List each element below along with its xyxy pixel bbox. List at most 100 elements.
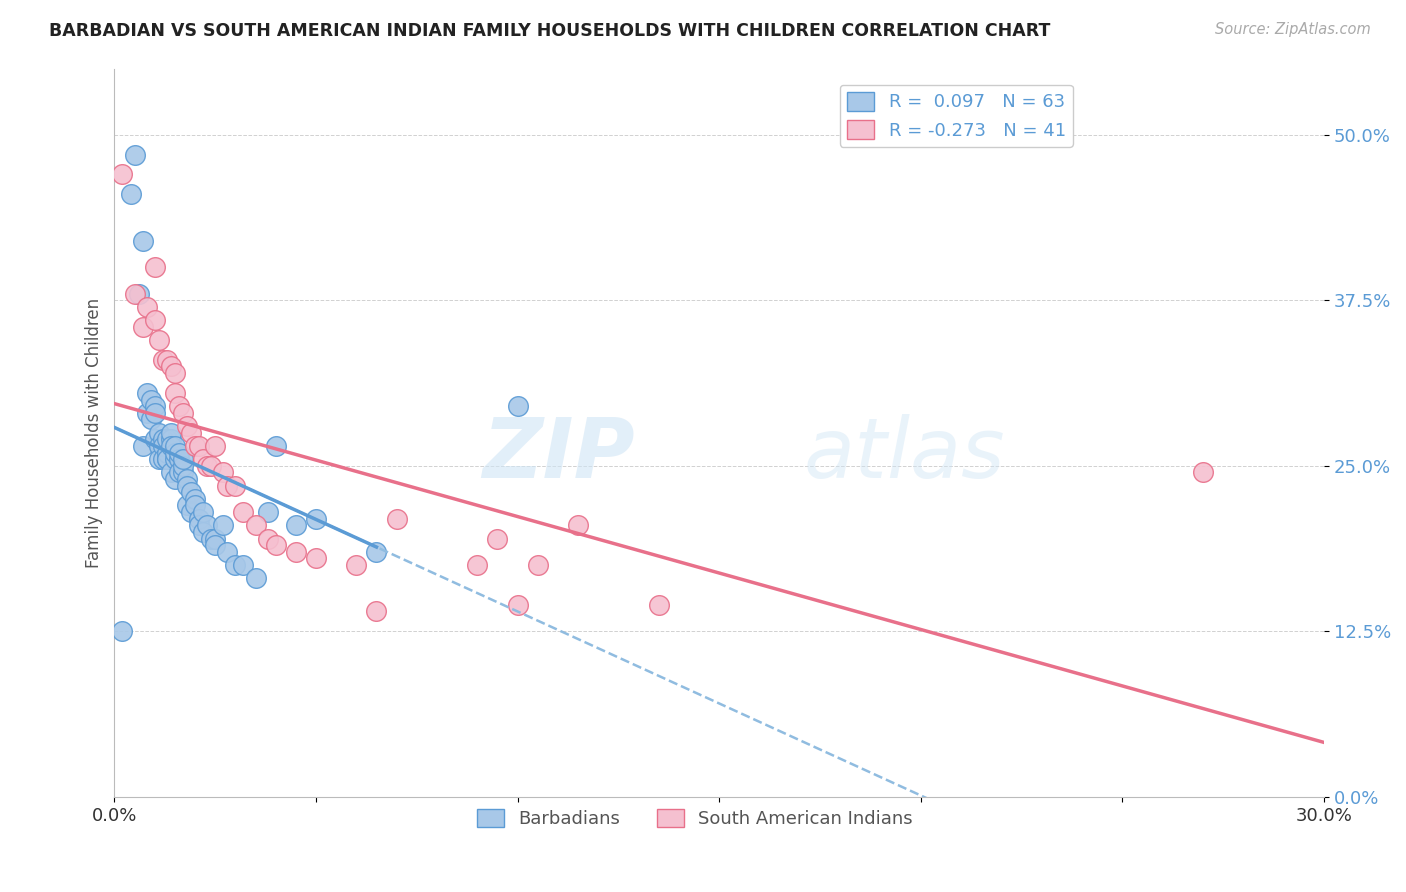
Point <box>212 466 235 480</box>
Point <box>131 439 153 453</box>
Point <box>465 558 488 572</box>
Point <box>1192 466 1215 480</box>
Point <box>135 386 157 401</box>
Point <box>111 168 134 182</box>
Point <box>486 532 509 546</box>
Point <box>143 432 166 446</box>
Point <box>167 452 190 467</box>
Point <box>160 432 183 446</box>
Point <box>172 406 194 420</box>
Point <box>212 518 235 533</box>
Text: Source: ZipAtlas.com: Source: ZipAtlas.com <box>1215 22 1371 37</box>
Point <box>647 598 669 612</box>
Point <box>191 505 214 519</box>
Point <box>148 439 170 453</box>
Point <box>366 545 388 559</box>
Point <box>567 518 589 533</box>
Point <box>204 538 226 552</box>
Point <box>148 452 170 467</box>
Point <box>152 352 174 367</box>
Point <box>124 147 146 161</box>
Point <box>256 505 278 519</box>
Point <box>167 399 190 413</box>
Point <box>139 412 162 426</box>
Point <box>135 300 157 314</box>
Point <box>264 439 287 453</box>
Point <box>124 286 146 301</box>
Point <box>160 425 183 440</box>
Point <box>143 313 166 327</box>
Point <box>195 458 218 473</box>
Point <box>148 333 170 347</box>
Legend: Barbadians, South American Indians: Barbadians, South American Indians <box>470 801 920 835</box>
Point <box>191 524 214 539</box>
Point <box>143 399 166 413</box>
Point <box>163 366 186 380</box>
Point <box>245 571 267 585</box>
Point <box>163 386 186 401</box>
Point <box>160 359 183 374</box>
Point <box>200 532 222 546</box>
Point <box>200 458 222 473</box>
Point <box>188 439 211 453</box>
Point <box>160 466 183 480</box>
Point <box>152 432 174 446</box>
Point <box>163 472 186 486</box>
Point <box>156 452 179 467</box>
Point <box>163 439 186 453</box>
Point <box>176 472 198 486</box>
Point <box>195 518 218 533</box>
Point <box>180 425 202 440</box>
Point <box>256 532 278 546</box>
Point <box>156 445 179 459</box>
Point <box>163 452 186 467</box>
Point <box>128 286 150 301</box>
Point <box>526 558 548 572</box>
Point <box>184 491 207 506</box>
Point <box>131 234 153 248</box>
Point <box>305 512 328 526</box>
Point <box>245 518 267 533</box>
Point <box>366 604 388 618</box>
Point <box>385 512 408 526</box>
Point <box>180 485 202 500</box>
Point <box>188 518 211 533</box>
Point <box>111 624 134 639</box>
Point <box>217 478 239 492</box>
Point <box>160 439 183 453</box>
Point <box>191 452 214 467</box>
Point <box>156 452 179 467</box>
Point <box>172 452 194 467</box>
Point <box>184 439 207 453</box>
Point <box>167 466 190 480</box>
Point <box>180 505 202 519</box>
Point <box>163 445 186 459</box>
Text: BARBADIAN VS SOUTH AMERICAN INDIAN FAMILY HOUSEHOLDS WITH CHILDREN CORRELATION C: BARBADIAN VS SOUTH AMERICAN INDIAN FAMIL… <box>49 22 1050 40</box>
Point <box>232 558 254 572</box>
Point <box>172 458 194 473</box>
Point <box>143 260 166 274</box>
Point <box>204 532 226 546</box>
Point <box>176 499 198 513</box>
Point <box>232 505 254 519</box>
Point <box>224 558 246 572</box>
Point <box>156 432 179 446</box>
Text: ZIP: ZIP <box>482 414 634 495</box>
Point <box>344 558 367 572</box>
Point <box>204 439 226 453</box>
Point <box>148 425 170 440</box>
Point <box>506 598 529 612</box>
Text: atlas: atlas <box>804 414 1005 495</box>
Point <box>176 478 198 492</box>
Point <box>217 545 239 559</box>
Point <box>167 445 190 459</box>
Point <box>172 466 194 480</box>
Y-axis label: Family Households with Children: Family Households with Children <box>86 298 103 567</box>
Point <box>152 439 174 453</box>
Point <box>131 319 153 334</box>
Point <box>188 512 211 526</box>
Point <box>506 399 529 413</box>
Point <box>152 452 174 467</box>
Point <box>135 406 157 420</box>
Point <box>284 545 307 559</box>
